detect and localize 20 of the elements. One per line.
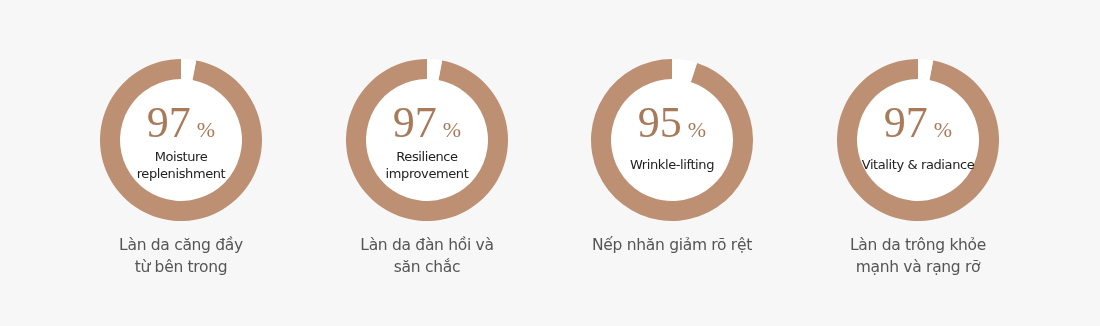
donut-slice (346, 59, 508, 221)
data-label: 97% (392, 98, 462, 147)
slice-label: Moisture replenishment (136, 149, 226, 181)
slice-label: Vitality & radiance (861, 157, 975, 172)
data-label: 97% (883, 98, 953, 147)
donut-slice (837, 59, 999, 221)
donut-slice (918, 59, 934, 81)
slice-label: Wrinkle-lifting (629, 157, 715, 172)
donut-slice (591, 59, 753, 221)
text: Nếp nhăn giảm rõ rệt (592, 236, 753, 254)
donut-slice (100, 59, 262, 221)
slice-label: Resilience improvement (385, 149, 469, 181)
data-label: 97% (146, 98, 216, 147)
text: Làn da đàn hồi và săn chắc (360, 236, 494, 276)
donut-slice (427, 59, 443, 81)
text: Làn da căng đầy từ bên trong (119, 236, 244, 276)
donut-slice (181, 59, 197, 81)
data-label: 95% (637, 98, 707, 147)
text: Làn da trông khỏe mạnh và rạng rỡ (849, 236, 987, 276)
donut-slice (672, 59, 698, 82)
